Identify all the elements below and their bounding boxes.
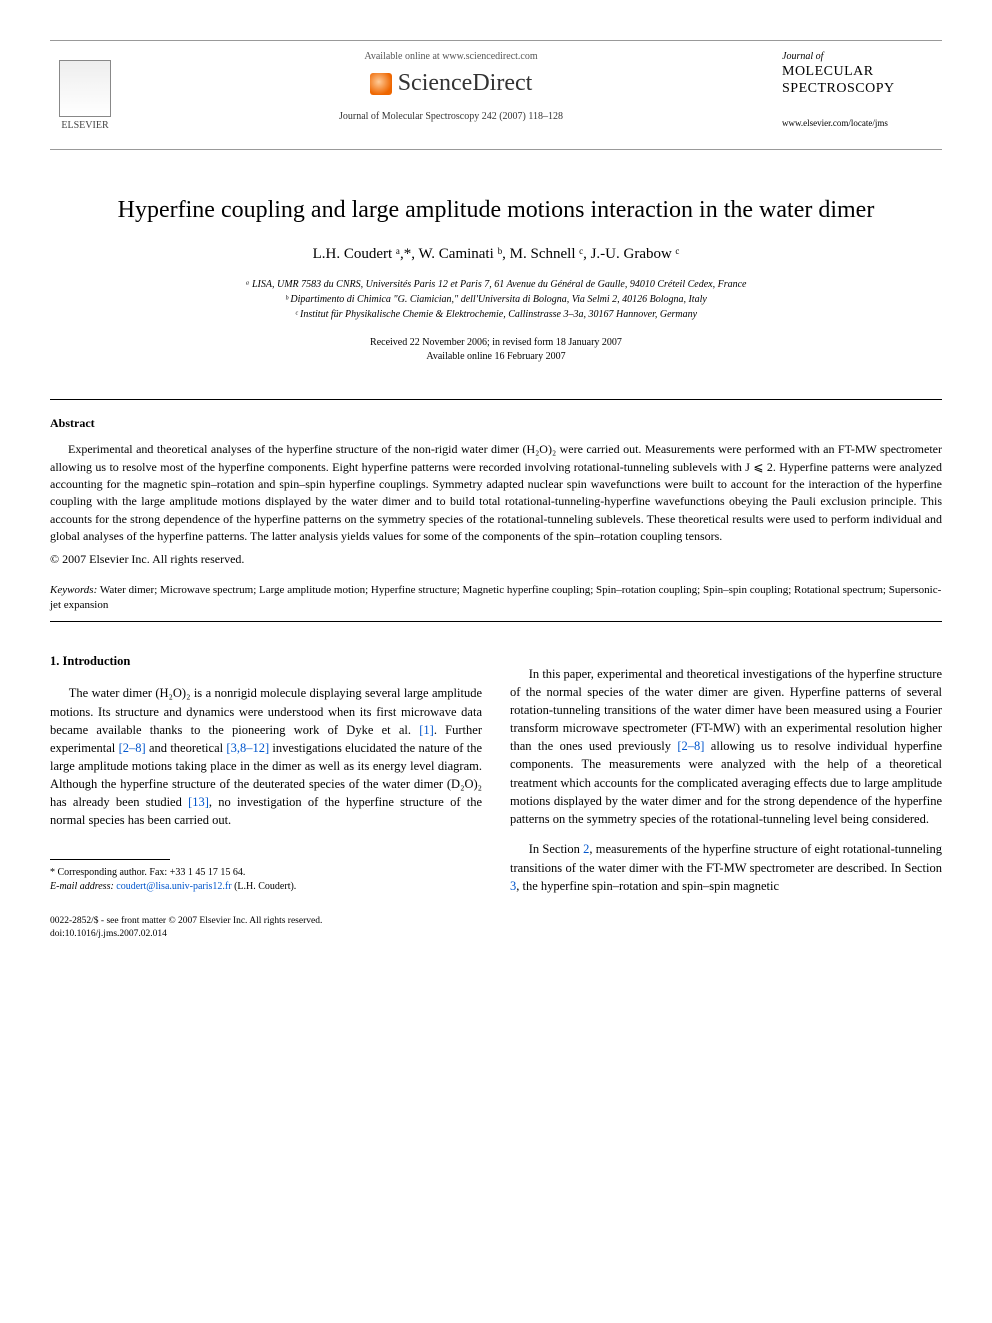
footnote-corresponding: * Corresponding author. Fax: +33 1 45 17… [50, 866, 482, 880]
elsevier-logo: ELSEVIER [50, 51, 120, 131]
email-link[interactable]: coudert@lisa.univ-paris12.fr [116, 881, 231, 892]
body-columns: 1. Introduction The water dimer (H₂O)₂ i… [50, 652, 942, 895]
dates: Received 22 November 2006; in revised fo… [50, 336, 942, 364]
journal-big: MOLECULAR SPECTROSCOPY [782, 64, 942, 98]
journal-small: Journal of [782, 51, 942, 62]
elsevier-tree-icon [59, 60, 111, 117]
elsevier-label: ELSEVIER [61, 120, 108, 131]
footnote-email: E-mail address: coudert@lisa.univ-paris1… [50, 880, 482, 894]
email-label: E-mail address: [50, 881, 114, 892]
abstract-heading: Abstract [50, 416, 942, 431]
journal-reference: Journal of Molecular Spectroscopy 242 (2… [135, 111, 767, 122]
footer-doi: doi:10.1016/j.jms.2007.02.014 [50, 928, 942, 941]
footer: 0022-2852/$ - see front matter © 2007 El… [50, 915, 942, 942]
date-received: Received 22 November 2006; in revised fo… [50, 336, 942, 350]
sciencedirect-logo: ScienceDirect [135, 70, 767, 97]
intro-para-3: In Section 2, measurements of the hyperf… [510, 840, 942, 894]
copyright: © 2007 Elsevier Inc. All rights reserved… [50, 552, 942, 567]
keywords-text: Water dimer; Microwave spectrum; Large a… [50, 584, 941, 611]
keywords-label: Keywords: [50, 584, 97, 596]
authors: L.H. Coudert ᵃ,*, W. Caminati ᵇ, M. Schn… [50, 246, 942, 263]
column-left: 1. Introduction The water dimer (H₂O)₂ i… [50, 652, 482, 895]
section-1-heading: 1. Introduction [50, 652, 482, 670]
affiliation-b: ᵇ Dipartimento di Chimica "G. Ciamician,… [50, 292, 942, 307]
availability-text: Available online at www.sciencedirect.co… [135, 51, 767, 62]
header-center: Available online at www.sciencedirect.co… [120, 51, 782, 122]
divider-top [50, 399, 942, 400]
ref-2-8-b[interactable]: [2–8] [677, 739, 704, 753]
header-bar: ELSEVIER Available online at www.science… [50, 40, 942, 150]
paper-title: Hyperfine coupling and large amplitude m… [50, 195, 942, 226]
ref-2-8[interactable]: [2–8] [119, 741, 146, 755]
ref-3-8-12[interactable]: [3,8–12] [226, 741, 269, 755]
journal-box: Journal of MOLECULAR SPECTROSCOPY www.el… [782, 51, 942, 128]
ref-13[interactable]: [13] [188, 795, 209, 809]
email-name: (L.H. Coudert). [234, 881, 296, 892]
sciencedirect-icon [370, 73, 392, 95]
affiliation-c: ᶜ Institut für Physikalische Chemie & El… [50, 307, 942, 322]
ref-1[interactable]: [1] [419, 723, 434, 737]
affiliation-a: ᵃ LISA, UMR 7583 du CNRS, Universités Pa… [50, 277, 942, 292]
affiliations: ᵃ LISA, UMR 7583 du CNRS, Universités Pa… [50, 277, 942, 322]
journal-url: www.elsevier.com/locate/jms [782, 118, 942, 128]
sciencedirect-text: ScienceDirect [398, 70, 533, 97]
footnote-divider [50, 859, 170, 860]
date-online: Available online 16 February 2007 [50, 350, 942, 364]
abstract-text: Experimental and theoretical analyses of… [50, 441, 942, 545]
keywords: Keywords: Water dimer; Microwave spectru… [50, 583, 942, 614]
divider-bottom [50, 621, 942, 622]
intro-para-2: In this paper, experimental and theoreti… [510, 665, 942, 828]
footer-line-1: 0022-2852/$ - see front matter © 2007 El… [50, 915, 942, 928]
column-right: In this paper, experimental and theoreti… [510, 652, 942, 895]
intro-para-1: The water dimer (H₂O)₂ is a nonrigid mol… [50, 684, 482, 829]
